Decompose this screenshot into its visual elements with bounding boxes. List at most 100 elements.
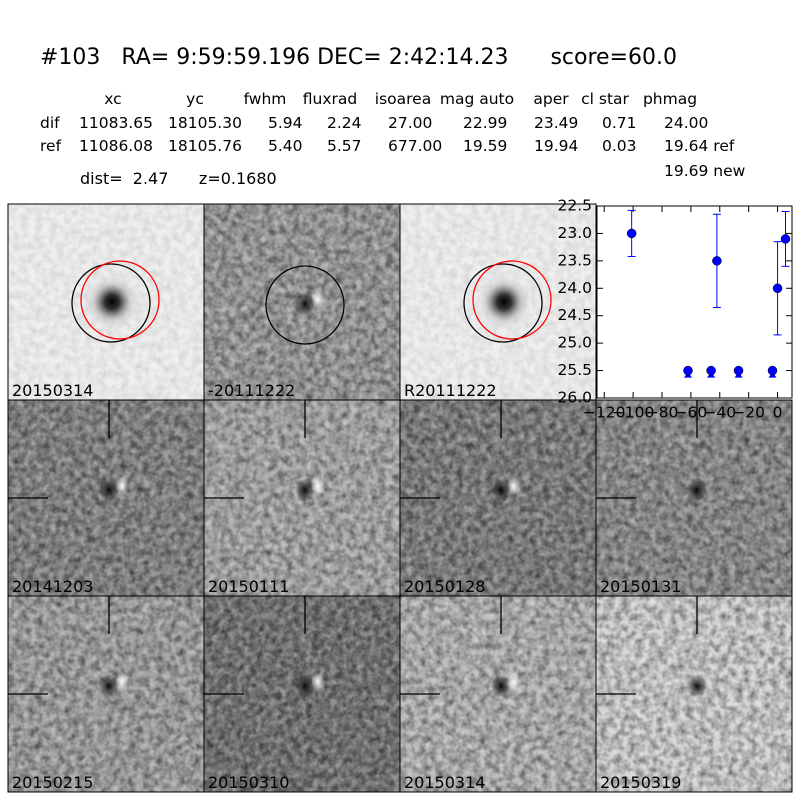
- column-header: phmag: [643, 90, 697, 108]
- y-tick-label: 23.0: [557, 224, 592, 242]
- source: [295, 292, 315, 316]
- y-tick-label: 22.5: [557, 197, 592, 215]
- x-tick-label: −20: [732, 404, 765, 422]
- x-tick-label: −100: [612, 404, 655, 422]
- table-cell: 23.49: [534, 114, 578, 132]
- residual: [311, 672, 325, 692]
- residual: [115, 672, 129, 692]
- table-cell: 0.03: [602, 137, 637, 155]
- stamp-label: 20150128: [404, 577, 485, 596]
- residual: [311, 290, 325, 310]
- table-cell: 5.57: [327, 137, 362, 155]
- point: [772, 283, 783, 294]
- table-cell: 18105.76: [168, 137, 242, 155]
- source: [687, 674, 707, 698]
- source: [99, 674, 119, 698]
- column-header: fluxrad: [303, 90, 357, 108]
- table-cell: 19.94: [534, 137, 578, 155]
- stamp: 20150215: [7, 595, 205, 793]
- point: [767, 365, 778, 376]
- title: #103 RA= 9:59:59.196 DEC= 2:42:14.23 sco…: [40, 45, 677, 70]
- source: [295, 478, 315, 502]
- table-cell: 18105.30: [168, 114, 242, 132]
- lightcurve: 22.5 23.0 23.5 24.0 24.5 25.0 25.5 26.0−120−100…: [557, 197, 793, 422]
- stamp-label: 20150111: [208, 577, 289, 596]
- column-header: isoarea: [375, 90, 431, 108]
- stamp: 20150314: [399, 595, 597, 793]
- source: [295, 674, 315, 698]
- table-cell: dif: [40, 114, 60, 132]
- point: [706, 365, 716, 376]
- stamp-label: 20150319: [600, 773, 681, 792]
- stamp-label: 20150131: [600, 577, 681, 596]
- table-cell: 19.64 ref: [664, 137, 735, 155]
- source: [491, 674, 511, 698]
- aperture: [71, 263, 151, 343]
- column-header: mag auto: [440, 90, 514, 108]
- stamp: 20150128: [399, 399, 597, 597]
- aperture: [265, 265, 345, 345]
- column-header: fwhm: [244, 90, 287, 108]
- y-tick-label: 25.5: [557, 361, 592, 379]
- table-cell: 22.99: [463, 114, 507, 132]
- new-mag: 19.69 new: [664, 162, 746, 180]
- residual: [311, 476, 325, 496]
- column-header: yc: [186, 90, 204, 108]
- table-cell: 19.59: [463, 137, 507, 155]
- aperture: [463, 263, 543, 343]
- point: [683, 365, 693, 376]
- residual: [507, 476, 521, 496]
- galaxy: [474, 272, 534, 332]
- galaxy: [82, 272, 142, 332]
- y-tick-label: 24.0: [557, 279, 592, 297]
- column-header: xc: [104, 90, 121, 108]
- stamp: 20150314: [7, 203, 205, 401]
- table-cell: 2.24: [327, 114, 362, 132]
- column-header: aper: [533, 90, 569, 108]
- residual: [115, 476, 129, 496]
- stamps: 20150314 -20111222 R20111222 20141203 201501…: [7, 203, 793, 793]
- stamp-label: 20141203: [12, 577, 93, 596]
- x-tick-label: −80: [646, 404, 679, 422]
- table-cell: 27.00: [388, 114, 432, 132]
- x-tick-label: −40: [703, 404, 736, 422]
- point: [780, 234, 791, 244]
- table-cell: 24.00: [664, 114, 708, 132]
- stamp-label: R20111222: [404, 381, 497, 400]
- dist-line: dist= 2.47 z=0.1680: [80, 169, 277, 188]
- table-cell: 0.71: [602, 114, 637, 132]
- stamp-label: 20150310: [208, 773, 289, 792]
- stamp: 20150310: [203, 595, 401, 793]
- source: [687, 478, 707, 502]
- x-tick-label: 0: [773, 404, 783, 422]
- stamp-label: -20111222: [208, 381, 295, 400]
- table-cell: ref: [40, 137, 62, 155]
- y-tick-label: 26.0: [557, 389, 592, 407]
- x-tick-label: −60: [675, 404, 708, 422]
- stamp-label: 20150314: [12, 381, 93, 400]
- aperture-ref: [80, 260, 160, 340]
- source: [491, 478, 511, 502]
- stamp: 20150319: [595, 595, 793, 793]
- point: [626, 228, 637, 239]
- stamp-frame: [595, 595, 793, 793]
- stamp: 20150131: [595, 399, 793, 597]
- point: [733, 365, 744, 376]
- stamp: 20150111: [203, 399, 401, 597]
- stamp-label: 20150215: [12, 773, 93, 792]
- point: [712, 256, 722, 266]
- stamp-label: 20150314: [404, 773, 485, 792]
- y-tick-label: 23.5: [557, 251, 592, 269]
- y-tick-label: 24.5: [557, 306, 592, 324]
- stamp: R20111222: [399, 203, 597, 401]
- table-cell: 5.40: [268, 137, 303, 155]
- column-header: cl star: [581, 90, 629, 108]
- y-tick-label: 25.0: [557, 334, 592, 352]
- plot-area: [596, 205, 793, 399]
- residual: [507, 672, 521, 692]
- table-cell: 11083.65: [79, 114, 153, 132]
- source: [99, 478, 119, 502]
- aperture-ref: [472, 260, 552, 340]
- table-cell: 677.00: [388, 137, 442, 155]
